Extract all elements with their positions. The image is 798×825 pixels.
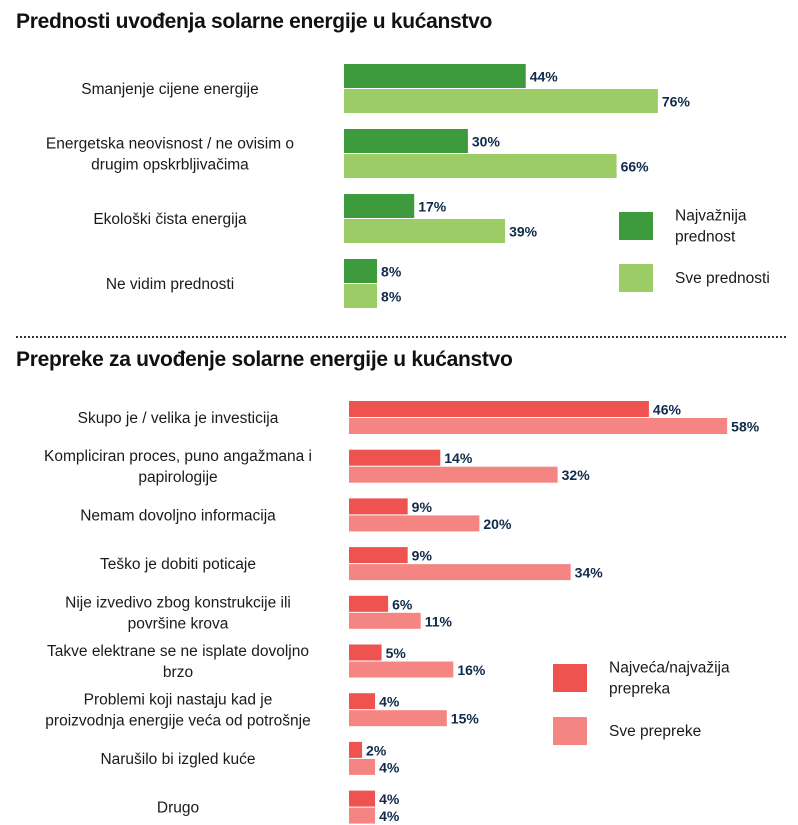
- bar: [349, 564, 571, 581]
- category-label: brzo: [163, 664, 193, 681]
- legend-swatch: [553, 664, 587, 692]
- bar: [349, 418, 728, 434]
- value-label: 39%: [509, 224, 538, 240]
- value-label: 11%: [425, 613, 453, 629]
- value-label: 66%: [621, 159, 650, 175]
- bar: [349, 595, 389, 612]
- value-label: 20%: [483, 516, 512, 532]
- category-label: drugim opskrbljivačima: [91, 157, 249, 174]
- value-label: 32%: [562, 467, 591, 483]
- category-label: Smanjenje cijene energije: [81, 81, 259, 98]
- bar: [344, 154, 617, 178]
- legend-label: prepreka: [609, 681, 671, 698]
- value-label: 17%: [418, 199, 447, 215]
- category-label: Ekološki čista energija: [93, 211, 247, 228]
- value-label: 30%: [472, 134, 501, 150]
- bar: [344, 129, 468, 153]
- value-label: 15%: [451, 711, 480, 727]
- value-label: 8%: [381, 264, 402, 280]
- legend-label: Sve prepreke: [609, 723, 701, 740]
- value-label: 34%: [575, 565, 604, 581]
- chart2-title: Prepreke za uvođenje solarne energije u …: [16, 348, 513, 371]
- bar: [344, 194, 415, 218]
- bar: [349, 661, 454, 678]
- category-label: Nemam dovoljno informacija: [80, 507, 276, 524]
- legend-swatch: [553, 717, 587, 745]
- bar: [349, 612, 421, 629]
- bar: [349, 401, 649, 417]
- bar: [349, 741, 363, 758]
- value-label: 4%: [379, 791, 400, 807]
- bar: [349, 498, 408, 515]
- category-label: Energetska neovisnost / ne ovisim o: [46, 136, 294, 153]
- category-label: Kompliciran proces, puno angažmana i: [44, 448, 312, 465]
- category-label: Narušilo bi izgled kuće: [100, 751, 255, 768]
- legend-swatch: [619, 212, 653, 240]
- value-label: 44%: [530, 69, 559, 85]
- bar: [344, 89, 658, 113]
- chart-advantages: Smanjenje cijene energije 44% 76% Energetsk…: [46, 64, 770, 308]
- value-label: 9%: [412, 548, 433, 564]
- bar: [349, 790, 376, 807]
- value-label: 6%: [392, 596, 413, 612]
- category-label: Problemi koji nastaju kad je: [84, 692, 273, 709]
- legend-label: Najvažnija: [675, 208, 747, 225]
- legend-label: Sve prednosti: [675, 270, 770, 287]
- legend-swatch: [619, 264, 653, 292]
- value-label: 76%: [662, 94, 691, 110]
- category-label: Drugo: [157, 800, 199, 817]
- category-label: proizvodnja energije veća od potrošnje: [45, 713, 310, 730]
- category-label: Takve elektrane se ne isplate dovoljno: [47, 643, 309, 660]
- category-label: Nije izvedivo zbog konstrukcije ili: [65, 594, 291, 611]
- bar: [349, 710, 447, 727]
- value-label: 8%: [381, 289, 402, 305]
- value-label: 9%: [412, 499, 433, 515]
- value-label: 4%: [379, 759, 400, 775]
- legend-label: prednost: [675, 229, 736, 246]
- value-label: 58%: [731, 419, 760, 435]
- bar: [349, 758, 376, 775]
- bar: [344, 219, 506, 243]
- value-label: 16%: [457, 662, 486, 678]
- value-label: 4%: [379, 694, 400, 710]
- category-label: Ne vidim prednosti: [106, 276, 234, 293]
- legend-label: Najveća/najvažija: [609, 660, 730, 677]
- category-label: Teško je dobiti poticaje: [100, 556, 256, 573]
- bar: [349, 807, 376, 824]
- chart1-title: Prednosti uvođenja solarne energije u ku…: [16, 10, 493, 33]
- bar: [349, 449, 441, 466]
- value-label: 4%: [379, 808, 400, 824]
- value-label: 2%: [366, 742, 387, 758]
- category-label: papirologije: [138, 469, 217, 486]
- bar: [349, 466, 558, 483]
- bar: [344, 259, 378, 283]
- bar: [349, 547, 408, 564]
- bar: [349, 515, 480, 532]
- value-label: 14%: [444, 450, 473, 466]
- bar: [344, 284, 378, 308]
- bar: [344, 64, 526, 88]
- bar: [349, 693, 376, 710]
- category-label: površine krova: [128, 615, 229, 632]
- section-divider: [16, 336, 786, 338]
- value-label: 46%: [653, 402, 682, 418]
- value-label: 5%: [386, 645, 407, 661]
- category-label: Skupo je / velika je investicija: [78, 410, 279, 427]
- bar: [349, 644, 382, 661]
